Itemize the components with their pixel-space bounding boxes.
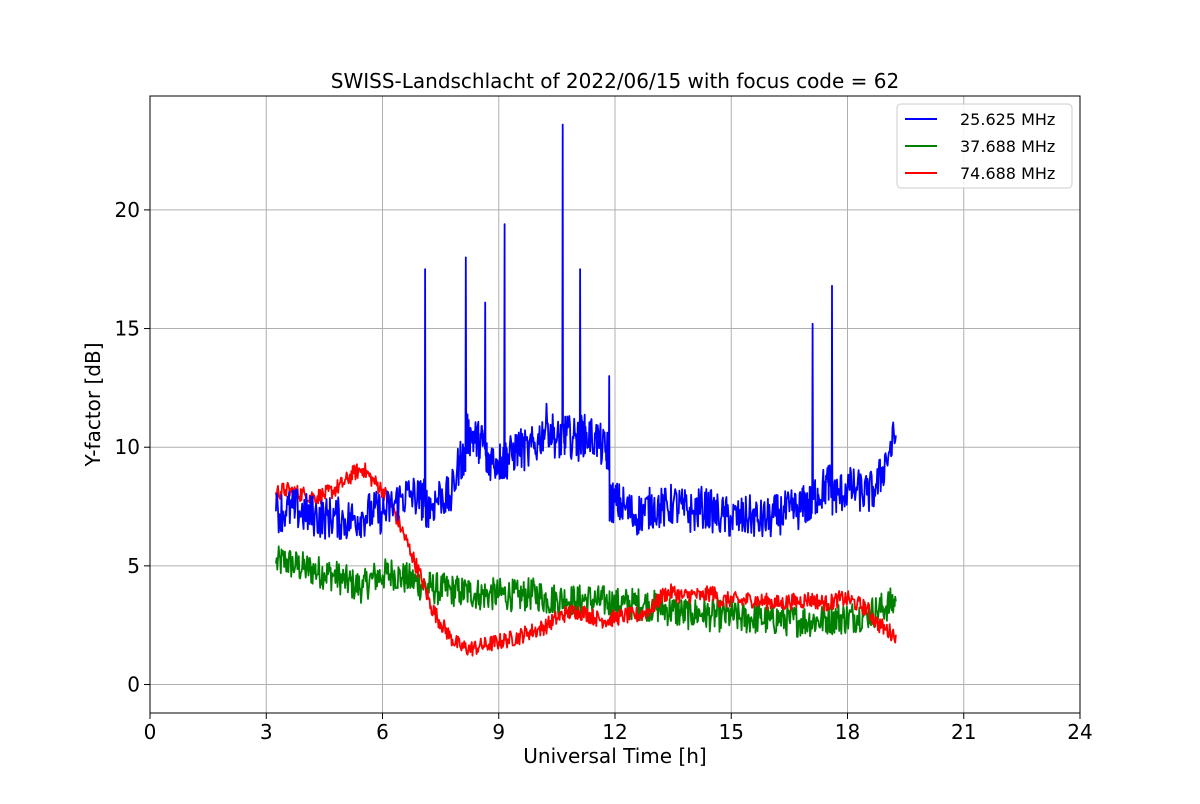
x-axis-label: Universal Time [h] — [523, 744, 706, 768]
x-tick-label: 24 — [1067, 720, 1092, 744]
legend-label: 25.625 MHz — [960, 110, 1055, 129]
y-tick-label: 20 — [115, 198, 140, 222]
y-tick-label: 10 — [115, 435, 140, 459]
x-tick-label: 3 — [260, 720, 273, 744]
x-tick-label: 0 — [144, 720, 157, 744]
y-tick-label: 15 — [115, 317, 140, 341]
legend-label: 37.688 MHz — [960, 137, 1055, 156]
legend-box — [896, 103, 1073, 189]
x-tick-label: 9 — [492, 720, 505, 744]
legend: 25.625 MHz 37.688 MHz 74.688 MHz — [896, 103, 1073, 189]
x-tick-label: 12 — [602, 720, 627, 744]
x-tick-label: 18 — [835, 720, 860, 744]
axis-ticks: 0 3 6 9 12 15 18 21 24 0 5 10 15 20 — [115, 198, 1093, 744]
plot-series — [275, 123, 897, 657]
x-tick-label: 21 — [951, 720, 976, 744]
series-line-3 — [275, 462, 897, 657]
y-tick-label: 5 — [127, 554, 140, 578]
series-line-1 — [275, 123, 897, 540]
x-tick-label: 15 — [719, 720, 744, 744]
x-tick-label: 6 — [376, 720, 389, 744]
y-axis-label: Y-factor [dB] — [81, 342, 105, 467]
y-tick-label: 0 — [127, 673, 140, 697]
legend-label: 74.688 MHz — [960, 164, 1055, 183]
series-line-2 — [275, 545, 897, 638]
chart-title: SWISS-Landschlacht of 2022/06/15 with fo… — [331, 69, 899, 93]
